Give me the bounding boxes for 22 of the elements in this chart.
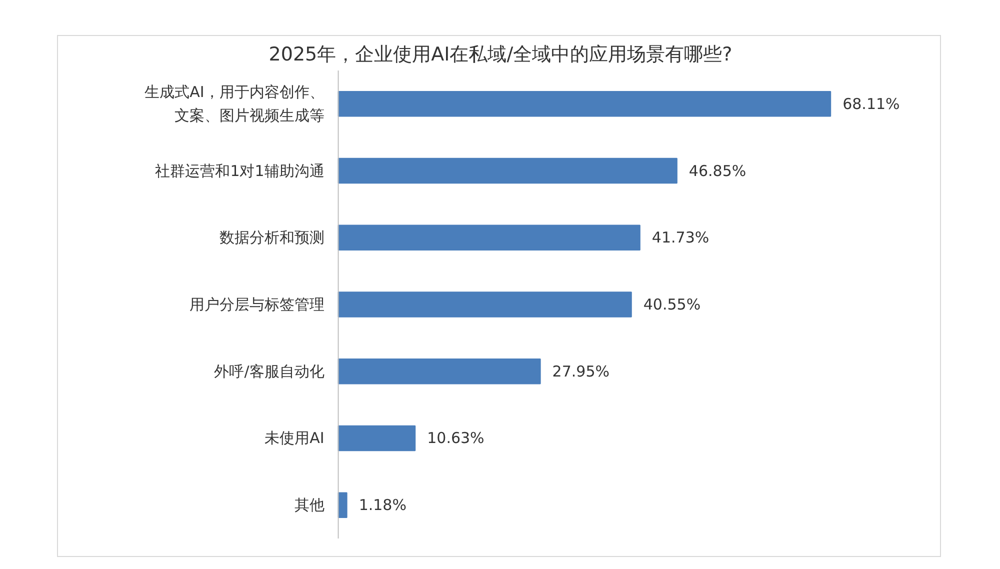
bar [338,292,632,318]
y-tick-label: 生成式AI，用于内容创作、文案、图片视频生成等 [144,83,324,125]
y-tick-label: 用户分层与标签管理 [189,296,324,314]
bar [338,224,640,251]
data-label: 40.55% [643,296,701,314]
bar [338,91,832,117]
data-label: 27.95% [552,362,610,380]
data-label: 10.63% [427,429,484,448]
bar [338,358,541,384]
y-tick-label: 其他 [294,496,324,514]
y-tick-label: 数据分析和预测 [219,228,324,247]
bar [338,425,416,452]
data-label: 41.73% [652,228,710,247]
y-tick-label: 外呼/客服自动化 [214,362,324,380]
data-label: 68.11% [842,94,900,113]
bar [338,158,678,184]
y-tick-label: 社群运营和1对1辅助沟通 [155,162,324,180]
y-tick-label: 未使用AI [264,429,324,448]
data-label: 46.85% [688,162,746,180]
chart-title: 2025年，企业使用AI在私域/全域中的应用场景有哪些? [268,44,732,66]
data-label: 1.18% [358,496,406,514]
bar [338,492,348,518]
